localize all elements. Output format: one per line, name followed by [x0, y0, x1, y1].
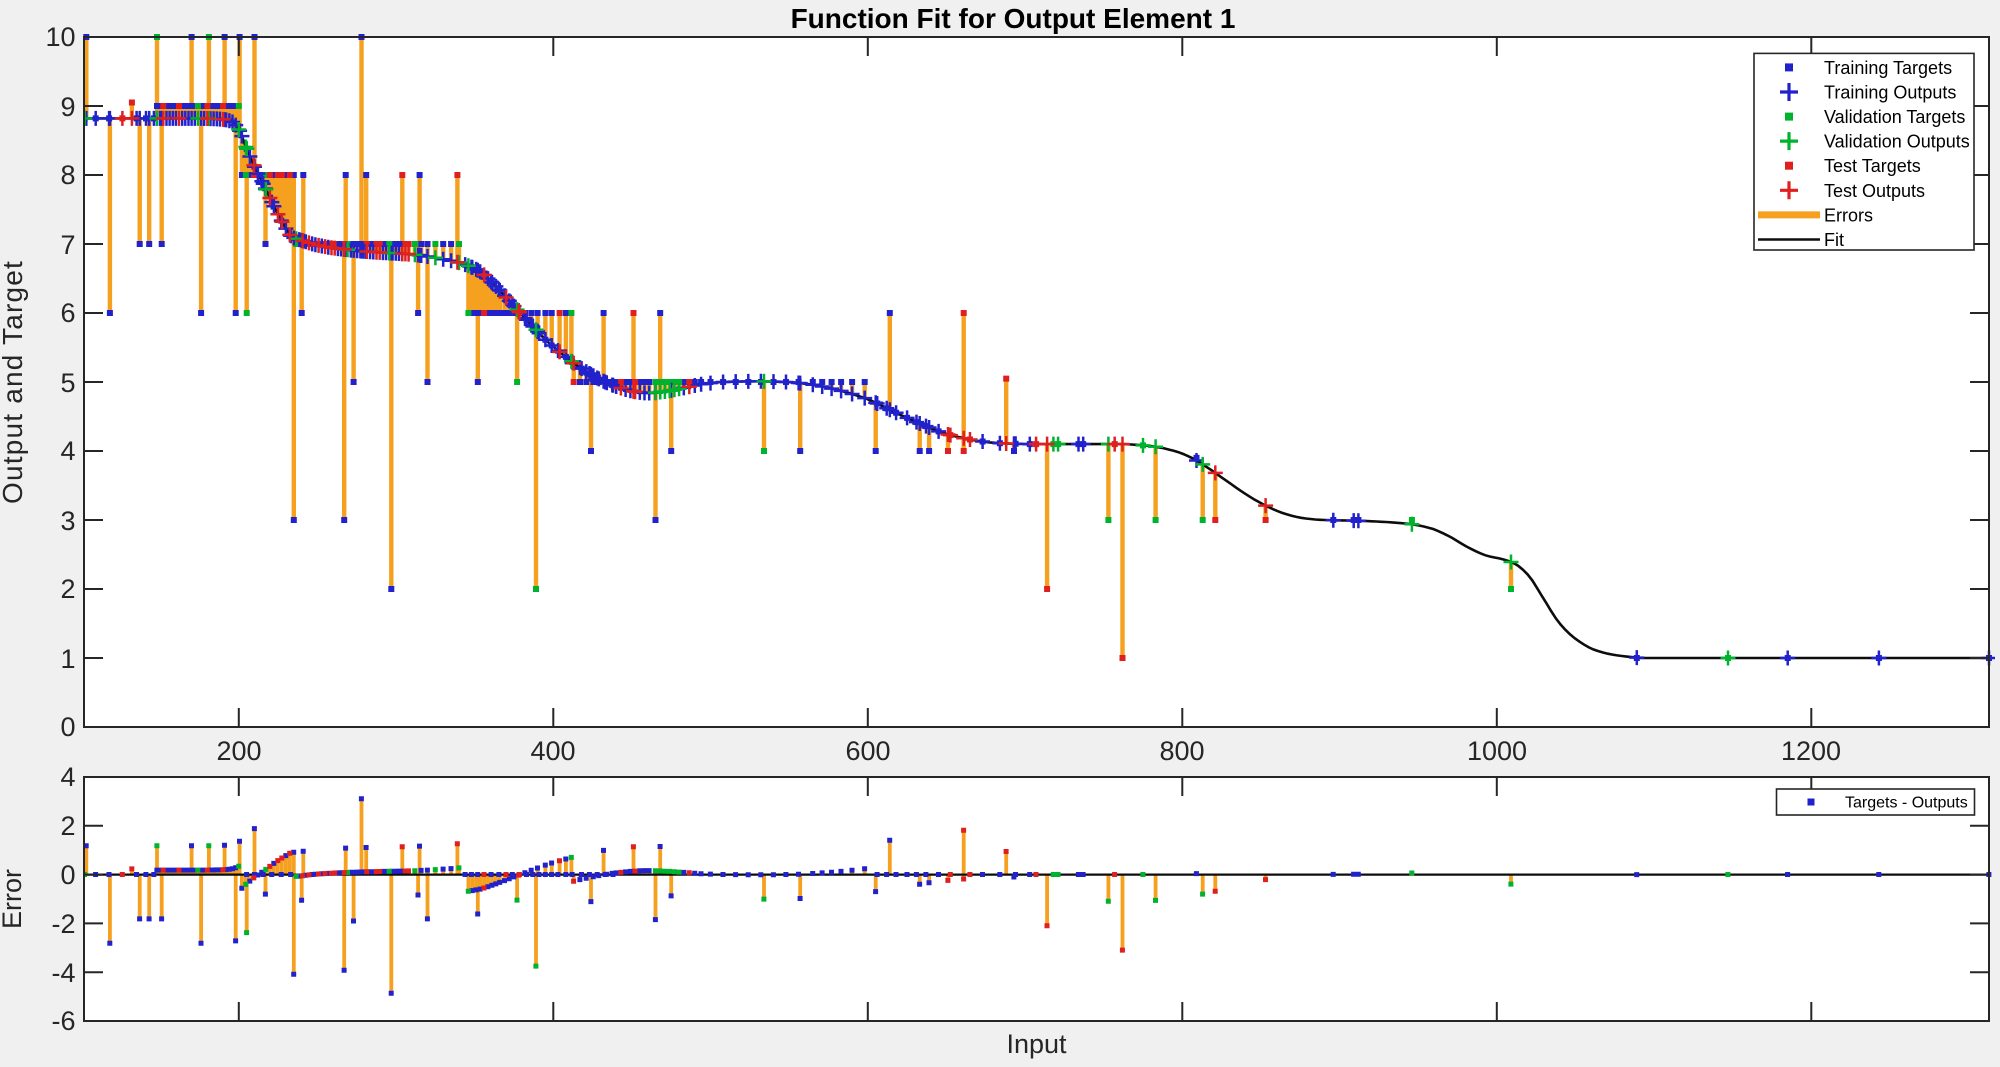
svg-text:4: 4: [60, 436, 75, 466]
svg-text:-2: -2: [51, 909, 75, 939]
svg-text:7: 7: [60, 230, 75, 260]
svg-text:-4: -4: [51, 958, 75, 988]
svg-text:1000: 1000: [1467, 736, 1527, 766]
svg-text:0: 0: [60, 712, 75, 742]
svg-text:400: 400: [530, 736, 575, 766]
svg-text:800: 800: [1159, 736, 1204, 766]
svg-text:Input: Input: [1006, 1029, 1067, 1059]
svg-text:4: 4: [60, 762, 75, 792]
svg-text:1: 1: [60, 644, 75, 674]
svg-text:0: 0: [60, 860, 75, 890]
svg-text:2: 2: [60, 811, 75, 841]
svg-text:1200: 1200: [1781, 736, 1841, 766]
svg-text:2: 2: [60, 574, 75, 604]
svg-text:5: 5: [60, 368, 75, 398]
svg-text:Test Outputs: Test Outputs: [1824, 181, 1925, 201]
svg-text:Training Targets: Training Targets: [1824, 58, 1952, 78]
svg-text:Output and Target: Output and Target: [0, 260, 28, 504]
svg-text:9: 9: [60, 92, 75, 122]
svg-text:Errors: Errors: [1824, 205, 1873, 225]
svg-text:3: 3: [60, 506, 75, 536]
svg-text:Fit: Fit: [1824, 230, 1844, 250]
svg-text:Validation Outputs: Validation Outputs: [1824, 132, 1970, 152]
svg-text:Training Outputs: Training Outputs: [1824, 83, 1956, 103]
svg-text:600: 600: [845, 736, 890, 766]
svg-text:Function Fit for Output Elemen: Function Fit for Output Element 1: [791, 3, 1236, 34]
svg-text:Targets - Outputs: Targets - Outputs: [1845, 795, 1968, 812]
svg-text:6: 6: [60, 298, 75, 328]
svg-text:-6: -6: [51, 1006, 75, 1036]
svg-text:8: 8: [60, 160, 75, 190]
svg-text:10: 10: [45, 22, 75, 52]
svg-text:200: 200: [216, 736, 261, 766]
svg-text:Error: Error: [0, 869, 27, 929]
svg-text:Validation Targets: Validation Targets: [1824, 107, 1965, 127]
svg-text:Test Targets: Test Targets: [1824, 156, 1921, 176]
